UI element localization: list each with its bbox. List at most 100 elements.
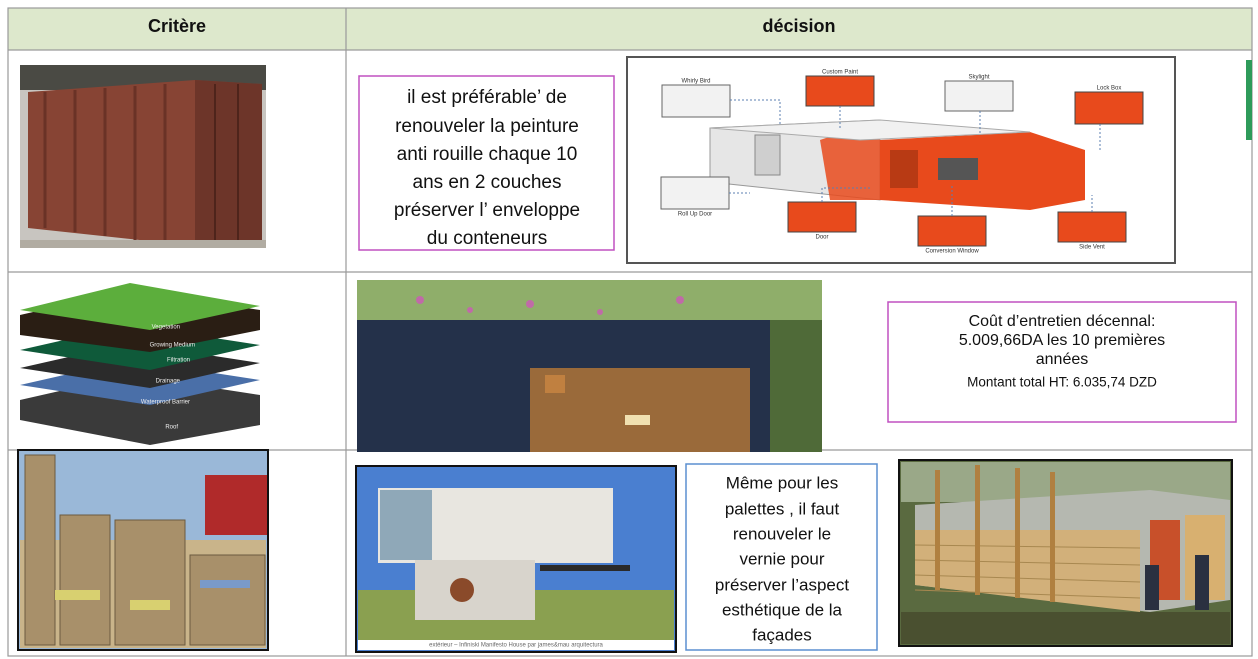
pallet-photo-part: [24, 454, 266, 646]
green-roof-photo-part-part: [526, 300, 534, 308]
container-diagram-part-part: [821, 187, 870, 202]
container-diagram-part-part: [917, 215, 987, 247]
container-diagram-part: [709, 119, 1031, 141]
wood-cladding-photo-part: [1195, 555, 1209, 610]
cell-text: Montant total HT: 6.035,74 DZD: [967, 375, 1157, 390]
cell-text: palettes , il faut: [725, 499, 840, 518]
container-diagram-part: [938, 158, 978, 180]
pallet-photo-part-part: [189, 554, 266, 646]
pallet-photo-part: [55, 590, 170, 610]
cell-text: esthétique de la: [722, 600, 843, 619]
green-roof-layers-part: [20, 283, 260, 330]
layer-label: Drainage: [156, 379, 181, 385]
cell-text: préserver l’aspect: [715, 575, 849, 594]
cell-text: ans en 2 couches: [413, 172, 562, 193]
wood-cladding-photo-part-part: [914, 559, 1141, 566]
cell-text: il est préférable’ de: [407, 87, 567, 108]
pallet-photo-part-part: [200, 580, 250, 588]
wood-cladding-photo-part: [914, 544, 1141, 599]
wood-cladding-photo-part-part: [935, 470, 940, 590]
container-diagram-part-part: [660, 176, 730, 210]
text-box: [887, 301, 1237, 423]
wood-cladding-photo-part-part: [914, 589, 1141, 599]
green-roof-photo-part: [357, 280, 822, 320]
cell-text: façades: [752, 625, 812, 644]
container-diagram-part: [880, 132, 1085, 210]
container-diagram-part-part: [805, 75, 875, 107]
container-diagram-part-part: [944, 80, 1014, 112]
green-roof-photo-part-part: [416, 296, 424, 304]
diagram-label: Whirly Bird: [681, 79, 710, 85]
cell-text: anti rouille chaque 10: [397, 144, 578, 165]
table-grid-part: [8, 8, 1252, 50]
container-diagram-part: [787, 75, 1144, 247]
green-roof-photo: [357, 280, 822, 452]
manifesto-house-photo-part: [380, 490, 432, 560]
header: décision: [762, 16, 835, 36]
header: Critère: [148, 16, 206, 36]
container-diagram: Whirly Bird Custom Paint Skylight Lock B…: [626, 56, 1176, 264]
container-photo-part: [20, 240, 266, 248]
diagram-label: Lock Box: [1097, 86, 1122, 92]
green-roof-photo-part: [625, 415, 650, 425]
text-box: [685, 463, 878, 651]
green-roof-photo-part: [530, 368, 750, 452]
pallet-photo-part-part: [130, 600, 170, 610]
manifesto-house-photo: extérieur – Infiniski Manifesto House pa…: [355, 465, 677, 653]
container-diagram-part: [660, 80, 1014, 210]
manifesto-house-photo-part: [540, 565, 630, 571]
wood-cladding-photo-part-part: [1015, 468, 1020, 598]
table-grid-part: [7, 7, 1253, 657]
layer-label: Vegetation: [152, 325, 180, 331]
cell-text: préserver l’ enveloppe: [394, 200, 580, 221]
wood-cladding-photo-part-part: [1050, 472, 1055, 602]
container-diagram-part-part: [730, 99, 781, 125]
pallet-photo-part-part: [114, 519, 186, 646]
wood-cladding-photo-part: [935, 465, 1055, 602]
green-roof-photo-part: [416, 296, 684, 315]
cell-text: 5.009,66DA les 10 premières: [959, 332, 1165, 349]
cell-text: renouveler la peinture: [395, 116, 579, 137]
table-grid: [7, 7, 1253, 657]
wood-cladding-photo-part: [1145, 565, 1159, 610]
wood-cladding-photo-part-part: [914, 544, 1141, 549]
pallet-photo-part: [205, 475, 267, 535]
wood-cladding-photo: [898, 459, 1233, 647]
manifesto-house-photo-part: [450, 578, 474, 602]
diagram-label: Door: [815, 235, 828, 241]
cell-text: du conteneurs: [427, 228, 547, 249]
container-diagram-part-part: [661, 84, 731, 118]
cell-text: vernie pour: [739, 549, 824, 568]
container-diagram-part: [754, 134, 781, 176]
pallet-photo-part-part: [24, 454, 56, 646]
green-roof-photo-part: [770, 320, 822, 452]
diagram-label: Custom Paint: [822, 70, 858, 76]
green-roof-layers: Vegetation Growing Medium Filtration Dra…: [20, 283, 260, 445]
cell-text: renouveler le: [733, 524, 831, 543]
pallet-photo: [17, 449, 269, 651]
container-diagram-part: [890, 150, 918, 188]
container-diagram-part-part: [787, 201, 857, 233]
green-roof-photo-part: [545, 375, 565, 393]
container-photo-part: [195, 80, 262, 246]
pallet-photo-part-part: [55, 590, 100, 600]
diagram-label: Conversion Window: [925, 249, 979, 255]
container-diagram-part-part: [1057, 211, 1127, 243]
diagram-label: Side Vent: [1079, 245, 1105, 251]
manifesto-house-photo-part: [358, 640, 674, 650]
cell-text: années: [1036, 351, 1089, 368]
green-roof-photo-part-part: [467, 307, 473, 313]
wood-cladding-photo-part: [901, 612, 1230, 644]
pallet-photo-part-part: [59, 514, 111, 646]
diagram-label: Roll Up Door: [678, 212, 712, 218]
container-diagram-part: [729, 99, 1101, 216]
layer-label: Growing Medium: [150, 343, 195, 349]
text-box: [358, 75, 615, 251]
cell-text: Coût d’entretien décennal:: [969, 313, 1156, 330]
table-grid-part: [1246, 60, 1252, 140]
manifesto-house-photo-part: [415, 560, 535, 620]
diagram-label: Skylight: [968, 75, 989, 81]
layer-label: Roof: [165, 425, 178, 431]
